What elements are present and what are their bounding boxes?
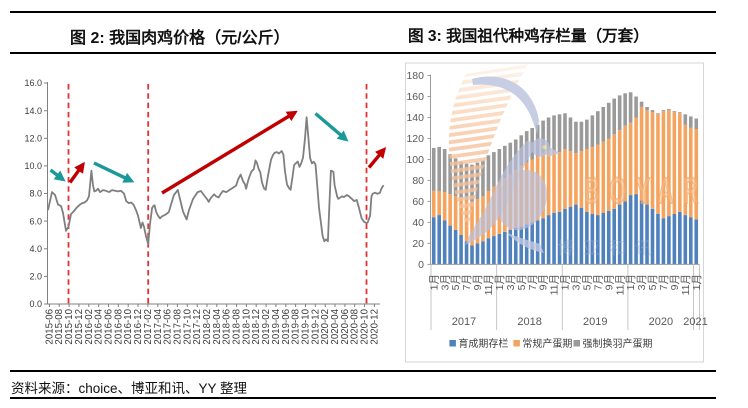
svg-text:2019-12: 2019-12 <box>310 309 321 345</box>
svg-text:2019-06: 2019-06 <box>281 309 292 345</box>
svg-text:11月: 11月 <box>680 274 692 295</box>
svg-text:3月: 3月 <box>439 274 451 290</box>
svg-text:3月: 3月 <box>571 274 583 290</box>
svg-text:2017-12: 2017-12 <box>192 309 203 345</box>
svg-text:60: 60 <box>412 196 424 208</box>
svg-text:2020-12: 2020-12 <box>369 309 380 345</box>
svg-text:0.0: 0.0 <box>29 299 42 309</box>
svg-text:8.0: 8.0 <box>29 189 42 199</box>
svg-text:160: 160 <box>406 91 424 103</box>
svg-text:1月: 1月 <box>560 274 572 290</box>
svg-text:16.0: 16.0 <box>24 78 42 88</box>
svg-text:常规产蛋期: 常规产蛋期 <box>522 337 572 350</box>
svg-text:2018-10: 2018-10 <box>241 308 252 344</box>
svg-text:80: 80 <box>412 175 424 187</box>
svg-text:2017-04: 2017-04 <box>153 308 164 344</box>
svg-text:2016-06: 2016-06 <box>104 309 115 345</box>
svg-text:2019-04: 2019-04 <box>271 308 282 344</box>
svg-text:10.0: 10.0 <box>24 161 42 171</box>
svg-text:2018: 2018 <box>517 316 541 328</box>
svg-text:2020-06: 2020-06 <box>340 309 351 345</box>
svg-text:2018-02: 2018-02 <box>202 309 213 345</box>
svg-text:2021: 2021 <box>683 316 707 328</box>
svg-text:11月: 11月 <box>483 274 495 295</box>
svg-text:2020-02: 2020-02 <box>320 309 331 345</box>
svg-text:2016-12: 2016-12 <box>133 309 144 345</box>
svg-text:5月: 5月 <box>647 274 659 290</box>
svg-text:6.0: 6.0 <box>29 216 42 226</box>
svg-text:2019-10: 2019-10 <box>301 308 312 344</box>
svg-text:2017: 2017 <box>452 316 476 328</box>
svg-text:2016-04: 2016-04 <box>94 308 105 344</box>
svg-text:强制换羽产蛋期: 强制换羽产蛋期 <box>583 337 653 350</box>
svg-text:1月: 1月 <box>494 274 506 290</box>
svg-text:2020-08: 2020-08 <box>350 309 361 345</box>
svg-text:12.0: 12.0 <box>24 134 42 144</box>
svg-text:博亚和讯: 博亚和讯 <box>557 239 661 258</box>
svg-text:180: 180 <box>406 70 424 82</box>
svg-text:2017-02: 2017-02 <box>143 309 154 345</box>
svg-text:2019-02: 2019-02 <box>261 309 272 345</box>
svg-text:1月: 1月 <box>625 274 637 290</box>
svg-text:100: 100 <box>406 154 424 166</box>
svg-text:7月: 7月 <box>592 274 604 290</box>
svg-text:育成期存栏: 育成期存栏 <box>458 337 508 350</box>
svg-text:2016-08: 2016-08 <box>113 309 124 345</box>
svg-text:2015-10: 2015-10 <box>64 308 75 344</box>
svg-text:BOYAR: BOYAR <box>584 171 708 211</box>
svg-text:2015-12: 2015-12 <box>74 309 85 345</box>
svg-text:7月: 7月 <box>461 274 473 290</box>
svg-text:2018-08: 2018-08 <box>232 309 243 345</box>
svg-text:11月: 11月 <box>549 274 561 295</box>
svg-text:2015-08: 2015-08 <box>54 309 65 345</box>
svg-text:2020-04: 2020-04 <box>330 308 341 344</box>
svg-text:5月: 5月 <box>516 274 528 290</box>
svg-text:2016-02: 2016-02 <box>84 309 95 345</box>
svg-text:3月: 3月 <box>636 274 648 290</box>
svg-text:1月: 1月 <box>428 274 440 290</box>
svg-text:14.0: 14.0 <box>24 106 42 116</box>
svg-text:2017-06: 2017-06 <box>163 309 174 345</box>
svg-text:9月: 9月 <box>538 274 550 290</box>
svg-text:2.0: 2.0 <box>29 272 42 282</box>
svg-text:2017-08: 2017-08 <box>172 309 183 345</box>
svg-text:4.0: 4.0 <box>29 244 42 254</box>
svg-text:140: 140 <box>406 112 424 124</box>
svg-text:9月: 9月 <box>472 274 484 290</box>
svg-text:120: 120 <box>406 133 424 145</box>
svg-text:2017-10: 2017-10 <box>182 308 193 344</box>
svg-text:2020-10: 2020-10 <box>360 308 371 344</box>
svg-text:7月: 7月 <box>527 274 539 290</box>
svg-text:2020: 2020 <box>649 316 673 328</box>
svg-text:9月: 9月 <box>669 274 681 290</box>
svg-text:40: 40 <box>412 217 424 229</box>
svg-text:9月: 9月 <box>603 274 615 290</box>
svg-text:2015-06: 2015-06 <box>44 309 55 345</box>
svg-text:0: 0 <box>418 259 424 271</box>
svg-text:20: 20 <box>412 238 424 250</box>
svg-text:2018-12: 2018-12 <box>251 309 262 345</box>
svg-text:5月: 5月 <box>582 274 594 290</box>
svg-text:7月: 7月 <box>658 274 670 290</box>
svg-text:5月: 5月 <box>450 274 462 290</box>
svg-text:2019: 2019 <box>583 316 607 328</box>
svg-text:11月: 11月 <box>614 274 626 295</box>
svg-text:3月: 3月 <box>505 274 517 290</box>
svg-text:2016-10: 2016-10 <box>123 308 134 344</box>
svg-text:2019-08: 2019-08 <box>291 309 302 345</box>
svg-text:2018-06: 2018-06 <box>222 309 233 345</box>
svg-text:2018-04: 2018-04 <box>212 308 223 344</box>
svg-text:1月: 1月 <box>691 274 703 290</box>
